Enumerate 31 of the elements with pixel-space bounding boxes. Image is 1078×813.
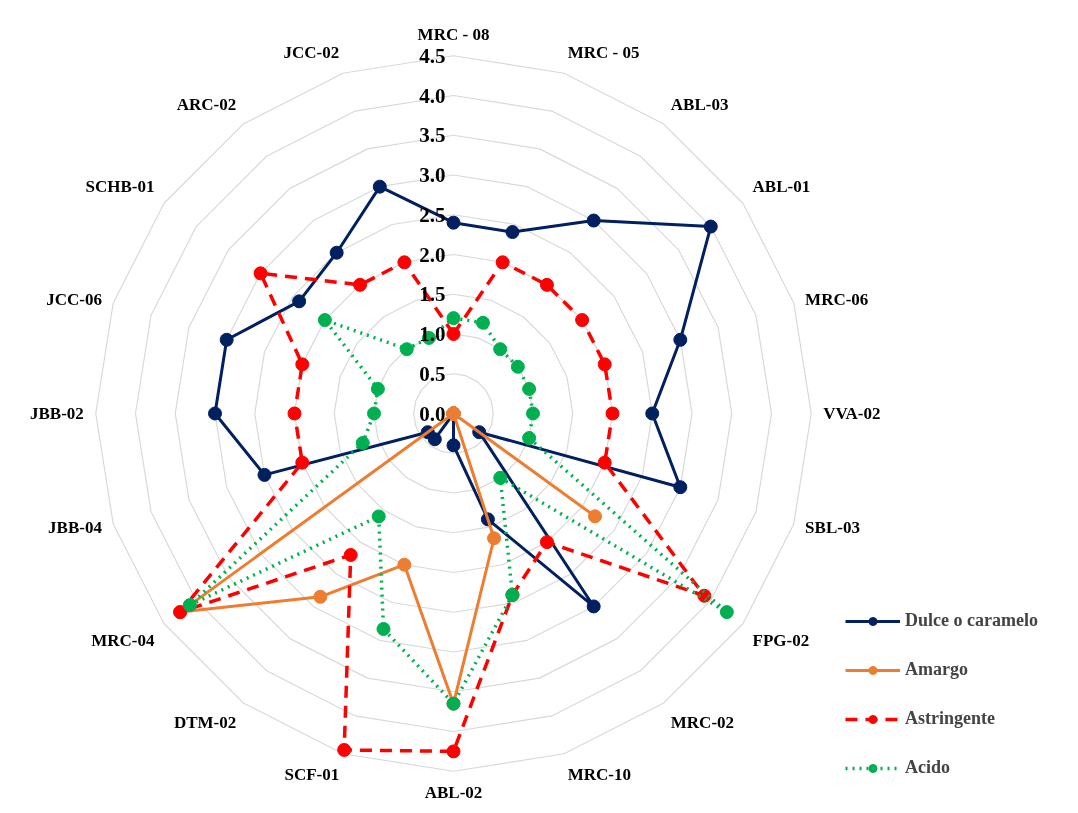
spoke-label: SBL-03 bbox=[805, 518, 860, 538]
y-tick-label: 0.0 bbox=[419, 401, 446, 426]
spoke-label: SCHB-01 bbox=[85, 177, 155, 197]
spoke-label: DTM-02 bbox=[173, 712, 237, 732]
spoke-label: ARC-02 bbox=[176, 95, 237, 115]
legend-label: Astringente bbox=[905, 708, 995, 729]
spoke-label: JBB-04 bbox=[48, 518, 103, 538]
spoke-label: VVA-02 bbox=[823, 404, 881, 423]
spoke-label: SCF-01 bbox=[284, 765, 340, 785]
y-tick-label: 3.5 bbox=[419, 123, 446, 148]
spoke-label: MRC-10 bbox=[567, 765, 631, 785]
y-tick-label: 4.5 bbox=[419, 43, 446, 68]
spoke-label: MRC - 08 bbox=[417, 24, 490, 44]
spoke-label: MRC-04 bbox=[91, 630, 155, 650]
legend-label: Acido bbox=[905, 757, 950, 778]
spoke-label: MRC-06 bbox=[805, 289, 869, 309]
spoke-label: JBB-02 bbox=[29, 404, 84, 423]
spoke-label: MRC - 05 bbox=[567, 42, 640, 62]
y-tick-label: 0.5 bbox=[419, 361, 446, 386]
spoke-label: FPG-02 bbox=[752, 630, 810, 650]
legend-label: Dulce o caramelo bbox=[905, 610, 1038, 631]
spoke-label: JCC-06 bbox=[46, 289, 102, 309]
spoke-label: JCC-02 bbox=[283, 42, 340, 62]
spoke-label: MRC-02 bbox=[670, 712, 735, 732]
y-tick-label: 4.0 bbox=[419, 83, 446, 108]
spoke-label: ABL-01 bbox=[752, 177, 811, 197]
spoke-label: ABL-03 bbox=[670, 95, 729, 115]
y-tick-label: 3.0 bbox=[419, 163, 446, 187]
legend-label: Amargo bbox=[905, 659, 968, 680]
y-tick-label: 2.0 bbox=[419, 242, 446, 267]
spoke-label: ABL-02 bbox=[424, 783, 483, 803]
